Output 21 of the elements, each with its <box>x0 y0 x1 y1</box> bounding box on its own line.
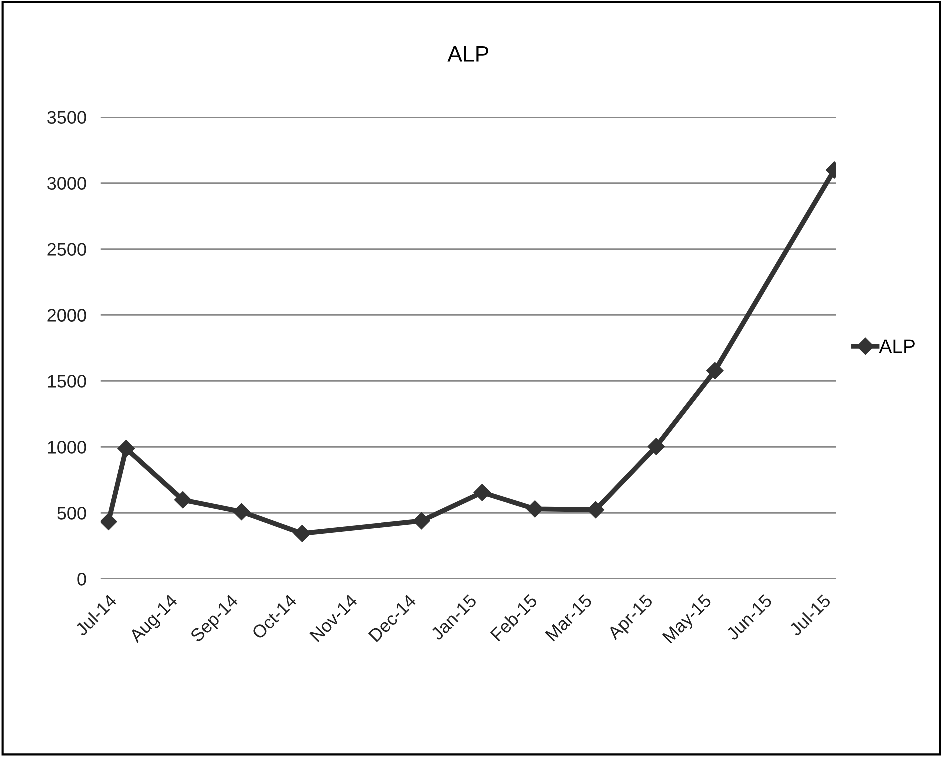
point <box>587 501 604 519</box>
point <box>118 440 135 458</box>
chart-title: ALP <box>448 46 488 62</box>
point <box>413 512 430 530</box>
y-tick-label: 0 <box>78 573 86 586</box>
y-tick-label: 1500 <box>48 375 86 388</box>
point <box>648 438 666 456</box>
y-tick-label: 2500 <box>48 243 86 256</box>
point <box>100 513 118 530</box>
point <box>294 525 311 542</box>
y-tick-label: 1000 <box>48 441 86 454</box>
point <box>706 362 724 380</box>
point <box>526 500 544 518</box>
y-tick-label: 3000 <box>48 177 86 190</box>
legend-label: ALP <box>879 340 915 354</box>
point <box>174 492 192 509</box>
point <box>474 484 491 502</box>
point <box>233 503 250 520</box>
y-tick-label: 3500 <box>48 111 86 124</box>
y-tick-label: 2000 <box>48 309 86 322</box>
y-tick-label: 500 <box>58 507 86 520</box>
